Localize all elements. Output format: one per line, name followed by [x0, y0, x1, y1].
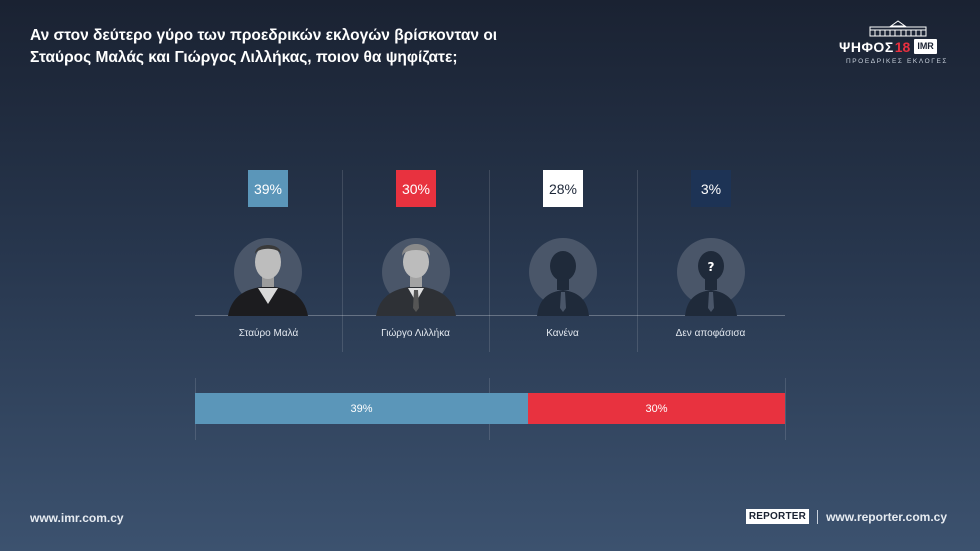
bar-gridline	[785, 378, 786, 440]
reporter-logo: REPORTER	[745, 509, 810, 524]
candidate-label: Γιώργο Λιλλήκα	[381, 328, 450, 339]
imr-badge: IMR	[914, 39, 937, 54]
footer-separator	[817, 509, 819, 524]
person-silhouette-icon	[529, 238, 597, 316]
unknown-person-icon: ?	[677, 238, 745, 316]
imr-website-link[interactable]: www.imr.com.cy	[30, 511, 124, 525]
option-label: Κανένα	[546, 328, 579, 339]
candidate-label: Σταύρο Μαλά	[238, 328, 299, 339]
bar-segment-malas: 39%	[195, 393, 528, 424]
psifos-logo: ΨΗΦΟΣ 18 IMR ΠΡΟΕΔΡΙΚΕΣ ΕΚΛΟΓΕΣ	[836, 20, 956, 68]
percentage-box: 28%	[543, 170, 583, 207]
column-divider	[342, 170, 343, 352]
logo-subtitle: ΠΡΟΕΔΡΙΚΕΣ ΕΚΛΟΓΕΣ	[845, 58, 949, 65]
chart-title: Αν στον δεύτερο γύρο των προεδρικών εκλο…	[30, 25, 670, 69]
column-divider	[637, 170, 638, 352]
logo-number: 18	[894, 38, 911, 55]
baseline	[195, 315, 785, 316]
reporter-website-link[interactable]: www.reporter.com.cy	[826, 509, 947, 524]
presidential-palace-icon	[869, 20, 927, 37]
column-divider	[489, 170, 490, 352]
title-line-1: Αν στον δεύτερο γύρο των προεδρικών εκλο…	[30, 27, 498, 44]
percentage-box: 30%	[396, 170, 436, 207]
logo-main-text: ΨΗΦΟΣ	[839, 38, 894, 55]
title-line-2: Σταύρος Μαλάς και Γιώργος Λιλλήκας, ποιο…	[30, 49, 458, 66]
svg-text:?: ?	[708, 260, 715, 274]
candidate-photo-malas	[228, 238, 308, 316]
bar-segment-lillikas: 30%	[528, 393, 785, 424]
percentage-box: 39%	[248, 170, 288, 207]
footer-right: REPORTER www.reporter.com.cy	[745, 509, 947, 524]
candidate-photo-lillikas	[376, 238, 456, 316]
percentage-box: 3%	[691, 170, 731, 207]
option-label: Δεν αποφάσισα	[675, 328, 746, 339]
